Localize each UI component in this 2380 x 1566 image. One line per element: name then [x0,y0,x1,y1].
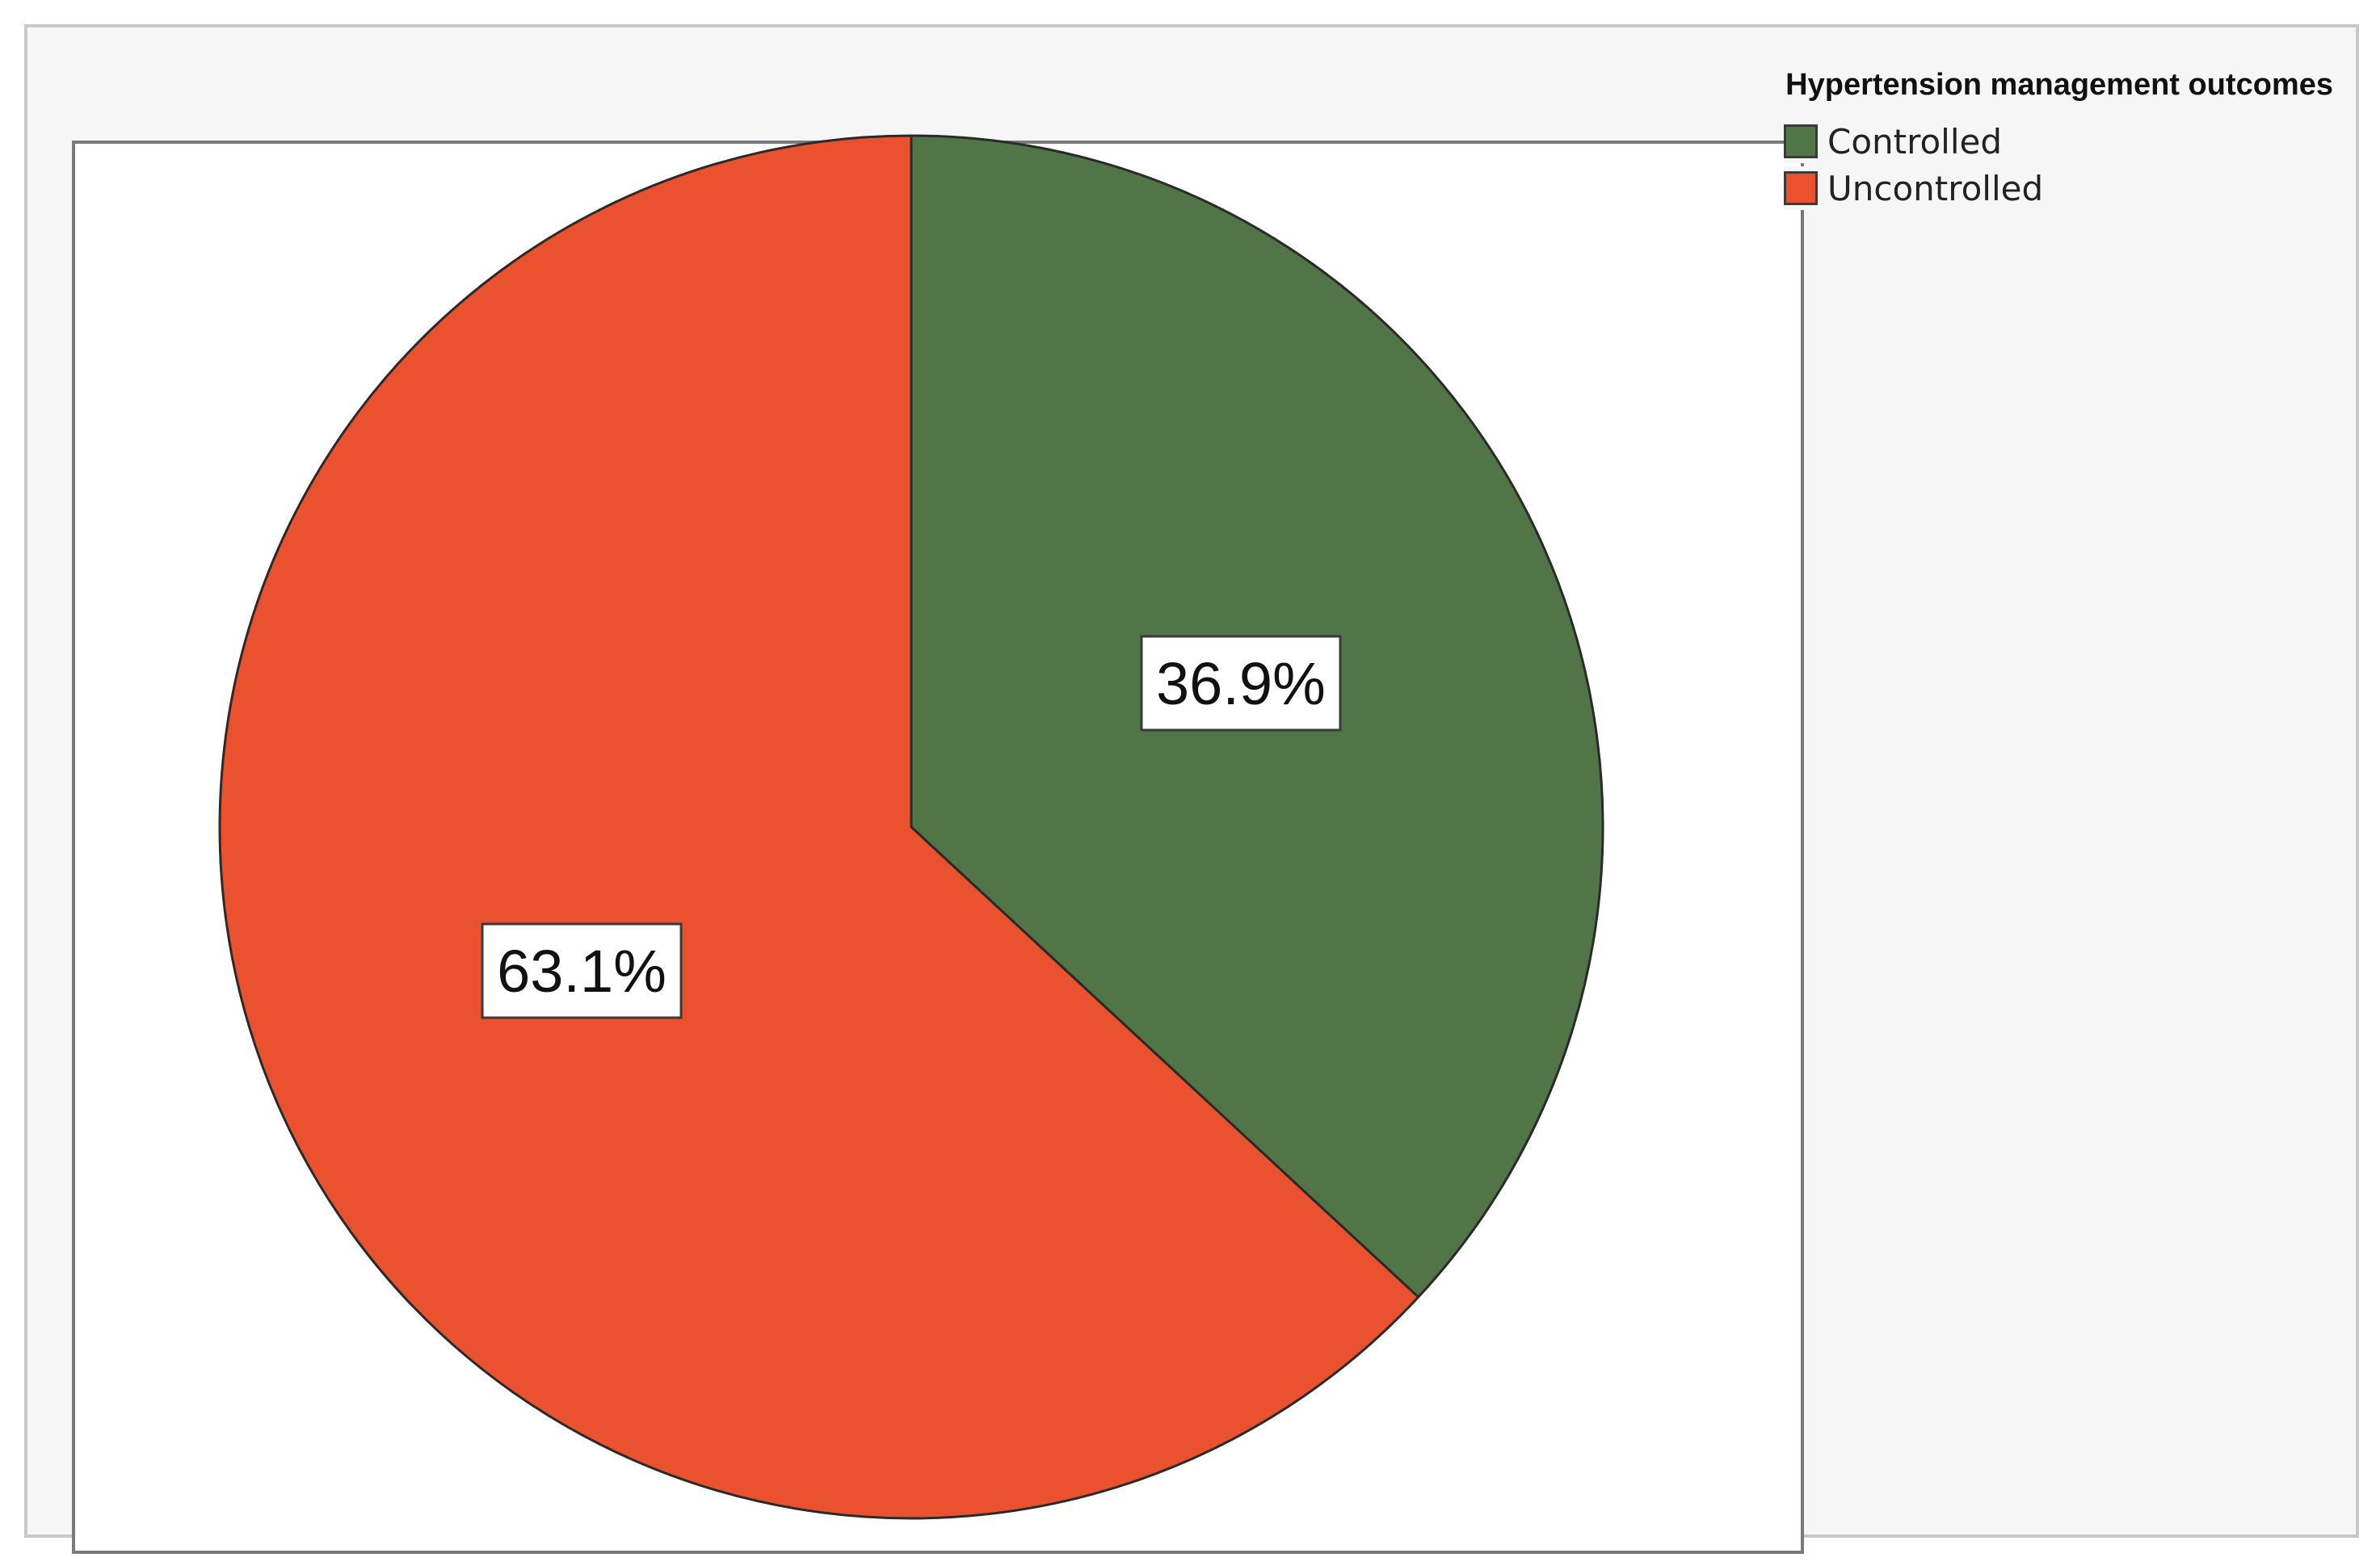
legend-label-uncontrolled: Uncontrolled [1827,168,2044,208]
pie-slice-uncontrolled [218,134,1420,1520]
legend-item-controlled: Controlled [1784,120,2002,163]
legend-swatch-controlled [1784,124,1818,158]
data-label-controlled: 36.9% [1140,635,1342,732]
pie-data-labels: 36.9% 63.1% [481,635,1342,1019]
data-label-uncontrolled: 63.1% [481,922,683,1019]
data-label-text: 36.9% [1156,650,1326,717]
legend-item-uncontrolled: Uncontrolled [1784,166,2044,210]
data-label-box [1140,635,1342,732]
legend-title: Hypertension management outcomes [1785,68,2333,102]
legend-swatch-uncontrolled [1784,171,1818,205]
data-label-text: 63.1% [497,938,666,1005]
pie-slices [218,134,1604,1520]
legend-label-controlled: Controlled [1827,121,2002,162]
data-label-box [481,922,683,1019]
